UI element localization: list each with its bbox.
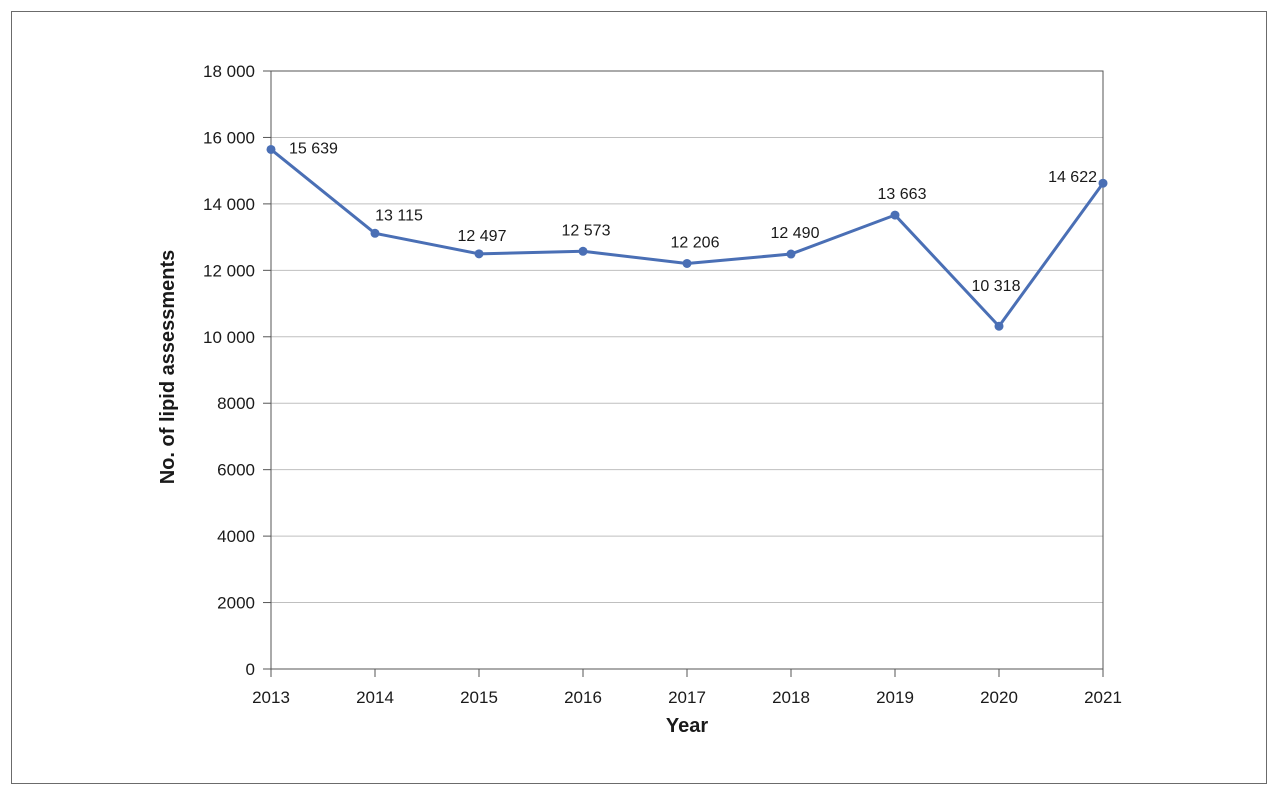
data-label: 13 115 [375,207,423,224]
y-axis-ticks: 0 2000 4000 6000 8000 10 000 12 000 14 000 16 00… [203,62,271,679]
data-label: 12 206 [671,234,720,251]
data-label: 14 622 [1048,169,1097,186]
data-label: 15 639 [289,140,338,157]
y-tick-label: 10 000 [203,328,255,347]
data-points [266,144,1108,331]
y-tick-label: 6000 [217,461,255,480]
x-tick-label: 2013 [252,688,290,707]
x-axis-ticks: 2013 2014 2015 2016 2017 2018 2019 2020 2021 [252,669,1122,707]
x-tick-label: 2015 [460,688,498,707]
y-tick-label: 4000 [217,527,255,546]
plot-area [270,70,1104,670]
x-tick-label: 2017 [668,688,706,707]
figure-frame [11,11,1267,784]
y-tick-label: 16 000 [203,128,255,147]
data-point [994,321,1004,331]
data-label: 12 490 [771,225,820,242]
data-point [682,258,692,268]
data-label: 12 573 [562,222,611,239]
y-tick-label: 14 000 [203,195,255,214]
y-tick-label: 8000 [217,394,255,413]
x-tick-label: 2021 [1084,688,1122,707]
x-tick-label: 2020 [980,688,1018,707]
data-label: 12 497 [458,228,507,245]
data-label: 13 663 [878,186,927,203]
y-tick-label: 2000 [217,594,255,613]
x-tick-label: 2018 [772,688,810,707]
y-tick-label: 0 [246,660,255,679]
x-axis-title: Year [666,715,708,737]
data-point [370,228,380,238]
data-point [266,144,276,154]
x-tick-label: 2016 [564,688,602,707]
x-tick-label: 2019 [876,688,914,707]
data-point [1098,178,1108,188]
data-label: 10 318 [972,278,1021,295]
gridlines [271,136,1103,604]
data-labels: 15 639 13 115 12 497 12 573 12 206 12 490 13 6… [289,140,1097,295]
y-axis-title: No. of lipid assessments [157,250,179,485]
data-point [786,249,796,259]
data-point [578,246,588,256]
y-tick-label: 18 000 [203,62,255,81]
data-point [890,210,900,220]
data-point [474,249,484,259]
y-tick-label: 12 000 [203,261,255,280]
x-tick-label: 2014 [356,688,394,707]
